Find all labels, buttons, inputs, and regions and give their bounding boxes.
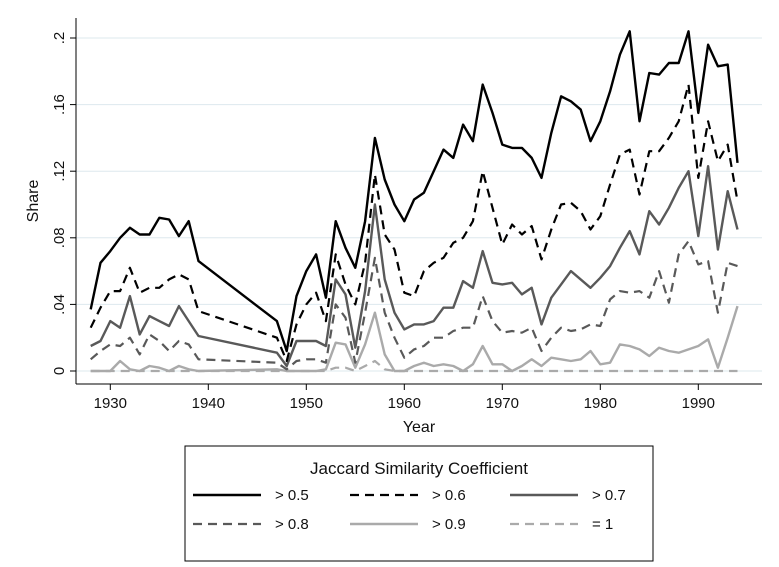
y-tick-label: 0: [51, 367, 68, 375]
legend-label: > 0.7: [592, 487, 626, 504]
series-line: [90, 305, 739, 373]
y-axis-ticks: 0 .04 .08 .12 .16 .2: [51, 32, 76, 375]
x-tick-label: 1980: [584, 395, 617, 412]
series-line: [90, 359, 738, 373]
legend-label: > 0.5: [275, 487, 309, 504]
series-line: [89, 30, 739, 353]
x-axis-ticks: 1930 1940 1950 1960 1970 1980 1990: [94, 384, 715, 412]
y-axis-title: Share: [25, 180, 42, 223]
legend-label: > 0.9: [432, 516, 466, 533]
legend-title: Jaccard Similarity Coefficient: [310, 459, 528, 478]
y-tick-label: .04: [51, 294, 68, 315]
y-tick-label: .16: [51, 94, 68, 115]
x-tick-label: 1940: [192, 395, 225, 412]
x-tick-label: 1970: [486, 395, 519, 412]
x-tick-label: 1990: [682, 395, 715, 412]
legend-label: > 0.6: [432, 487, 466, 504]
series-line: [89, 240, 738, 371]
series-line: [89, 83, 739, 363]
y-tick-label: .08: [51, 227, 68, 248]
series-line: [90, 164, 739, 368]
x-tick-label: 1960: [388, 395, 421, 412]
legend-entries: > 0.5 > 0.6 > 0.7 > 0.8 > 0.9 = 1: [193, 487, 626, 533]
legend-label: = 1: [592, 516, 613, 533]
legend-box: [184, 445, 654, 562]
y-tick-label: .12: [51, 161, 68, 182]
grid-lines: [76, 37, 762, 372]
legend: Jaccard Similarity Coefficient > 0.5 > 0.…: [184, 445, 654, 562]
legend-label: > 0.8: [275, 516, 309, 533]
series-lines: [89, 30, 739, 373]
x-axis-title: Year: [403, 419, 436, 436]
x-tick-label: 1950: [290, 395, 323, 412]
x-tick-label: 1930: [94, 395, 127, 412]
y-tick-label: .2: [51, 32, 68, 45]
